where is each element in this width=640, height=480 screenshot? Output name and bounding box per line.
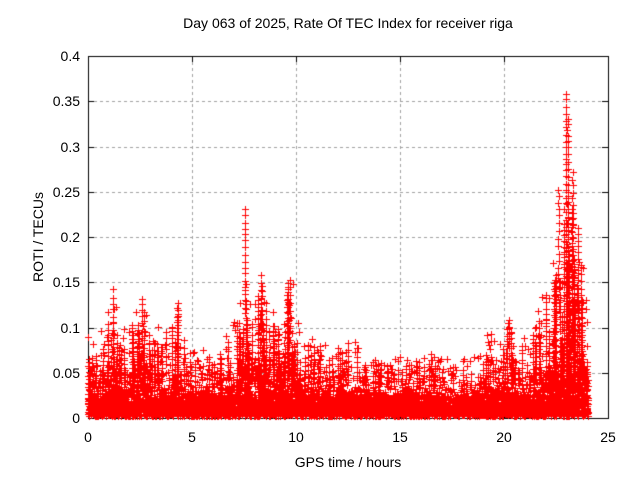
y-tick-label: 0.25 bbox=[52, 183, 80, 200]
y-tick-label: 0.1 bbox=[60, 319, 80, 336]
y-tick-label: 0.35 bbox=[52, 93, 80, 110]
x-axis-label: GPS time / hours bbox=[294, 454, 402, 470]
x-tick-label: 0 bbox=[84, 429, 92, 445]
x-tick-label: 25 bbox=[600, 429, 616, 445]
y-tick-label: 0.4 bbox=[60, 48, 80, 64]
x-tick-label: 20 bbox=[496, 429, 512, 445]
chart-title: Day 063 of 2025, Rate Of TEC Index for r… bbox=[183, 15, 513, 31]
x-tick-label: 5 bbox=[188, 429, 196, 445]
y-tick-label: 0.2 bbox=[60, 229, 80, 245]
y-tick-label: 0.15 bbox=[52, 274, 80, 291]
x-tick-label: 15 bbox=[392, 429, 408, 445]
y-tick-label: 0 bbox=[72, 410, 80, 426]
y-tick-label: 0.05 bbox=[52, 364, 80, 381]
y-tick-label: 0.3 bbox=[60, 138, 80, 155]
x-tick-label: 10 bbox=[288, 429, 304, 445]
